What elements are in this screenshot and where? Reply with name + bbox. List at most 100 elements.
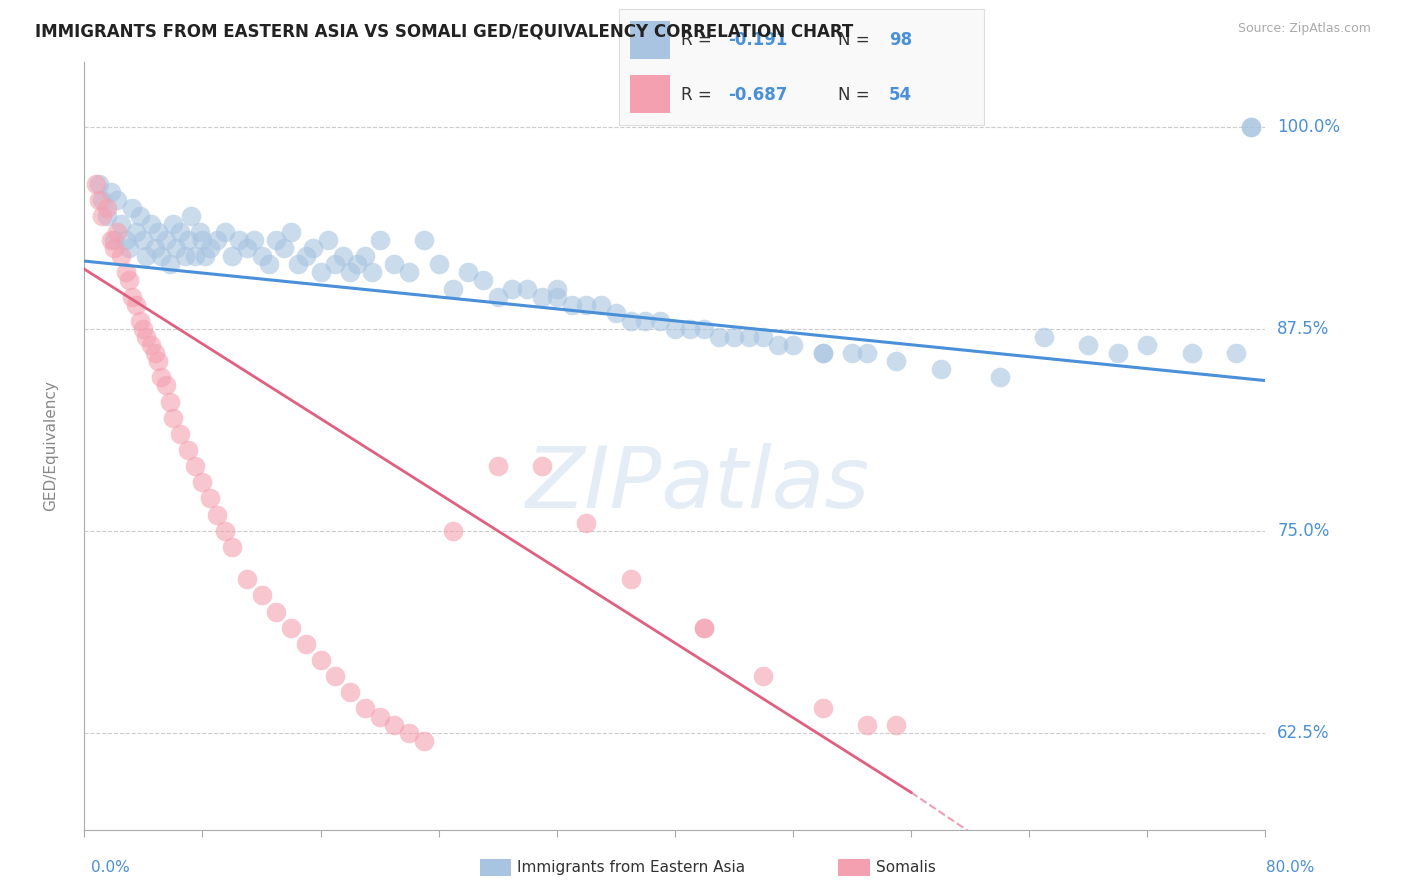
Point xyxy=(135,330,157,344)
Text: 87.5%: 87.5% xyxy=(1277,320,1330,338)
Point xyxy=(368,709,391,723)
Point xyxy=(125,298,148,312)
Point xyxy=(841,346,863,360)
Point xyxy=(150,249,173,263)
Point xyxy=(110,217,132,231)
Point xyxy=(188,225,211,239)
Point xyxy=(339,685,361,699)
Point xyxy=(1107,346,1129,360)
Point xyxy=(693,322,716,336)
Text: Source: ZipAtlas.com: Source: ZipAtlas.com xyxy=(1237,22,1371,36)
Point xyxy=(132,322,155,336)
Point xyxy=(605,306,627,320)
Text: ZIPatlas: ZIPatlas xyxy=(526,442,870,526)
Point xyxy=(443,524,465,538)
Point xyxy=(162,217,184,231)
Point xyxy=(811,346,834,360)
Point xyxy=(501,281,523,295)
Point xyxy=(811,701,834,715)
Point xyxy=(198,491,221,506)
Point xyxy=(457,265,479,279)
Point xyxy=(148,225,170,239)
Point xyxy=(129,314,152,328)
Point xyxy=(165,241,187,255)
Text: Somalis: Somalis xyxy=(876,861,936,875)
Point xyxy=(354,249,377,263)
Point xyxy=(768,338,790,352)
Text: 100.0%: 100.0% xyxy=(1277,118,1340,136)
Point xyxy=(531,459,554,474)
Point xyxy=(132,233,155,247)
Point xyxy=(148,354,170,368)
Point xyxy=(114,233,136,247)
Point xyxy=(1136,338,1159,352)
Point xyxy=(368,233,391,247)
Point xyxy=(561,298,583,312)
Point xyxy=(110,249,132,263)
Point xyxy=(135,249,157,263)
Bar xyxy=(630,75,669,113)
Point xyxy=(302,241,325,255)
Point xyxy=(184,249,207,263)
Point xyxy=(96,209,118,223)
Point xyxy=(114,265,136,279)
Point xyxy=(575,516,598,530)
Point xyxy=(709,330,731,344)
Point xyxy=(575,298,598,312)
Point xyxy=(236,241,259,255)
Point xyxy=(266,605,288,619)
Point xyxy=(173,249,195,263)
Point xyxy=(398,725,420,739)
Point xyxy=(413,233,436,247)
Point xyxy=(184,459,207,474)
Point xyxy=(287,257,309,271)
Point xyxy=(346,257,368,271)
Point xyxy=(155,233,177,247)
Point xyxy=(214,524,236,538)
Point xyxy=(486,459,509,474)
Point xyxy=(398,265,420,279)
Point xyxy=(155,378,177,392)
Point xyxy=(723,330,745,344)
Point xyxy=(159,257,181,271)
Point xyxy=(486,290,509,304)
Point xyxy=(228,233,250,247)
Point xyxy=(250,588,273,602)
Text: 80.0%: 80.0% xyxy=(1267,860,1315,874)
Text: N =: N = xyxy=(838,31,875,49)
Point xyxy=(162,410,184,425)
Point xyxy=(650,314,672,328)
Point xyxy=(1077,338,1099,352)
Point xyxy=(169,225,191,239)
Text: GED/Equivalency: GED/Equivalency xyxy=(44,381,59,511)
Text: IMMIGRANTS FROM EASTERN ASIA VS SOMALI GED/EQUIVALENCY CORRELATION CHART: IMMIGRANTS FROM EASTERN ASIA VS SOMALI G… xyxy=(35,22,853,40)
Bar xyxy=(479,858,512,876)
Point xyxy=(382,717,406,731)
Point xyxy=(159,394,181,409)
Point xyxy=(988,370,1011,384)
Point xyxy=(413,733,436,747)
Bar xyxy=(630,21,669,59)
Point xyxy=(207,508,229,522)
Point xyxy=(198,241,221,255)
Text: -0.191: -0.191 xyxy=(728,31,787,49)
Point xyxy=(87,177,111,191)
Point xyxy=(100,185,122,199)
Point xyxy=(1181,346,1204,360)
Text: Immigrants from Eastern Asia: Immigrants from Eastern Asia xyxy=(517,861,745,875)
Point xyxy=(295,249,318,263)
Point xyxy=(139,217,162,231)
Point xyxy=(382,257,406,271)
Point xyxy=(91,193,114,207)
Point xyxy=(194,249,217,263)
Point xyxy=(177,443,200,458)
Point xyxy=(169,426,191,441)
Point xyxy=(620,314,643,328)
Point xyxy=(332,249,354,263)
Point xyxy=(121,290,143,304)
Text: R =: R = xyxy=(681,31,717,49)
Point xyxy=(620,572,643,586)
Point xyxy=(273,241,295,255)
Point xyxy=(856,717,879,731)
Text: 98: 98 xyxy=(889,31,912,49)
